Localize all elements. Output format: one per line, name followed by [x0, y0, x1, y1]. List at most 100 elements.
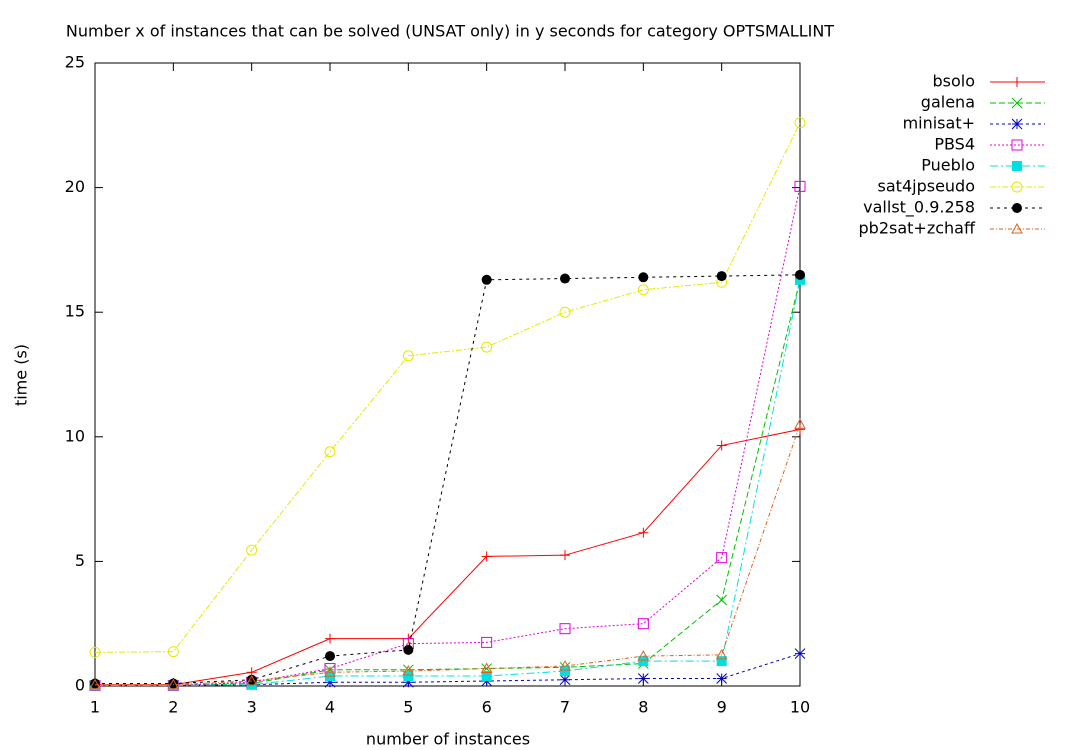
- marker-shape: [637, 618, 649, 630]
- marker-shape: [245, 674, 258, 686]
- point-marker: [168, 678, 179, 689]
- marker-shape: [559, 623, 571, 635]
- point-marker: [716, 594, 728, 606]
- marker-shape: [795, 269, 805, 280]
- point-marker: [481, 636, 493, 648]
- y-tick-label: 5: [75, 551, 85, 570]
- point-marker: [1011, 139, 1023, 151]
- point-marker: [1011, 118, 1023, 130]
- x-tick-label: 3: [247, 698, 257, 717]
- y-axis-label: time (s): [12, 344, 31, 406]
- marker-stroke: [716, 673, 728, 684]
- x-tick-label: 6: [482, 698, 492, 717]
- point-marker: [716, 656, 727, 667]
- marker-shape: [481, 671, 492, 682]
- point-marker: [481, 341, 493, 353]
- marker-shape: [1012, 203, 1022, 213]
- point-marker: [637, 284, 649, 296]
- marker-shape: [794, 117, 806, 129]
- point-marker: [795, 269, 805, 280]
- marker-shape: [402, 665, 415, 676]
- point-marker: [245, 674, 258, 686]
- legend-label: pb2sat+zchaff: [859, 219, 976, 238]
- marker-shape: [167, 678, 180, 690]
- y-tick-label: 15: [65, 302, 85, 321]
- series-line: [95, 424, 801, 686]
- marker-shape: [638, 272, 649, 283]
- point-marker: [481, 551, 492, 562]
- legend-label: PBS4: [934, 135, 975, 154]
- point-marker: [637, 650, 650, 661]
- point-marker: [324, 666, 336, 677]
- plot-frame: [94, 62, 801, 687]
- marker-shape: [1011, 139, 1023, 151]
- point-marker: [481, 671, 492, 682]
- marker-shape: [403, 671, 414, 682]
- point-marker: [637, 618, 649, 630]
- marker-shape: [324, 446, 336, 458]
- marker-shape: [481, 636, 493, 648]
- point-marker: [1011, 181, 1023, 193]
- marker-shape: [637, 284, 649, 296]
- point-marker: [794, 418, 806, 429]
- point-marker: [559, 623, 571, 635]
- legend-label: galena: [921, 93, 975, 112]
- marker-shape: [716, 271, 727, 282]
- marker-shape: [89, 646, 101, 658]
- x-tick-label: 4: [325, 698, 335, 717]
- point-marker: [795, 424, 805, 435]
- point-marker: [480, 662, 493, 674]
- point-marker: [167, 646, 179, 658]
- point-marker: [794, 648, 806, 659]
- y-tick-label: 20: [65, 177, 85, 196]
- point-marker: [246, 544, 258, 556]
- point-marker: [403, 644, 414, 655]
- marker-shape: [481, 341, 493, 353]
- marker-shape: [324, 666, 336, 677]
- marker-shape: [246, 674, 257, 685]
- point-marker: [324, 446, 336, 458]
- series-line: [95, 279, 801, 687]
- point-marker: [1011, 222, 1023, 234]
- point-marker: [794, 180, 806, 192]
- x-tick-label: 10: [790, 698, 810, 717]
- legend-label: vallst_0.9.258: [863, 198, 975, 218]
- point-marker: [560, 273, 570, 284]
- series-line: [95, 186, 801, 687]
- point-marker: [559, 674, 571, 686]
- point-marker: [638, 527, 649, 538]
- point-marker: [560, 550, 570, 561]
- marker-shape: [638, 656, 649, 667]
- legend-label: Pueblo: [921, 156, 975, 175]
- point-marker: [638, 656, 649, 667]
- x-tick-label: 9: [717, 698, 727, 717]
- point-marker: [481, 274, 492, 285]
- y-tick-label: 0: [75, 676, 85, 695]
- point-marker: [90, 678, 100, 689]
- point-marker: [1012, 203, 1022, 213]
- marker-stroke: [794, 648, 806, 659]
- series-line: [95, 274, 801, 685]
- marker-shape: [1012, 161, 1022, 171]
- marker-shape: [167, 646, 179, 658]
- point-marker: [716, 552, 728, 564]
- x-tick-label: 8: [638, 698, 648, 717]
- x-tick-label: 5: [403, 698, 413, 717]
- point-marker: [1012, 161, 1022, 171]
- marker-shape: [1011, 181, 1023, 193]
- point-marker: [637, 673, 649, 684]
- legend-label: bsolo: [932, 72, 975, 91]
- x-tick-label: 7: [560, 698, 570, 717]
- marker-stroke: [716, 594, 728, 606]
- marker-stroke: [1011, 118, 1023, 130]
- marker-shape: [168, 678, 179, 689]
- point-marker: [559, 306, 571, 318]
- marker-stroke: [637, 673, 649, 684]
- legend-label: sat4jpseudo: [878, 177, 975, 196]
- marker-shape: [90, 678, 100, 689]
- marker-shape: [559, 306, 571, 318]
- point-marker: [794, 117, 806, 129]
- y-tick-label: 25: [65, 53, 85, 72]
- point-marker: [716, 271, 727, 282]
